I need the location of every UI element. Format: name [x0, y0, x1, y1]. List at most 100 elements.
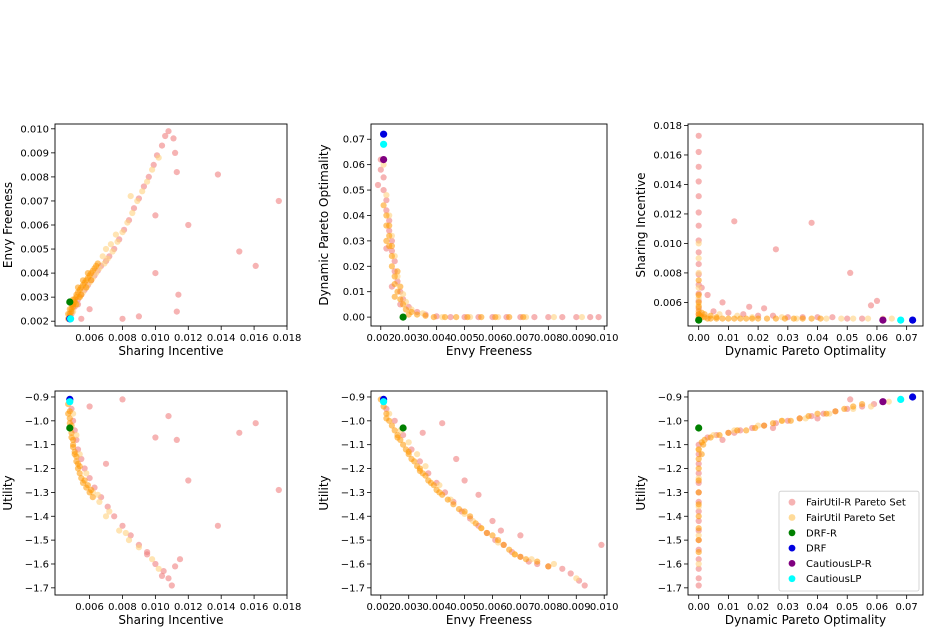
axes-frame: [687, 123, 924, 327]
y-tick-label: 0.006: [653, 298, 682, 309]
data-point: [405, 439, 412, 446]
x-tick-label: 0.008: [534, 602, 563, 613]
data-point: [162, 132, 169, 140]
data-point: [695, 291, 702, 299]
data-point: [444, 496, 451, 503]
data-point: [500, 541, 507, 549]
data-point: [130, 205, 138, 212]
marker-cautiouslp-r: [879, 316, 887, 324]
legend-marker: [788, 560, 796, 567]
x-tick-label: 0.008: [108, 333, 137, 344]
data-point: [400, 291, 407, 298]
data-point: [595, 314, 602, 321]
data-point: [414, 311, 421, 318]
data-point: [391, 258, 398, 265]
data-point: [737, 315, 744, 322]
data-point: [135, 544, 142, 551]
data-point: [165, 413, 172, 420]
data-point: [83, 284, 90, 291]
data-point: [405, 448, 412, 455]
data-point: [402, 306, 409, 313]
data-point: [101, 260, 108, 267]
data-point: [841, 405, 848, 412]
data-point: [86, 403, 93, 410]
y-tick-label: −1.2: [658, 464, 682, 475]
data-points: [374, 130, 602, 321]
data-point: [107, 241, 114, 248]
data-point: [386, 217, 393, 224]
data-point: [400, 432, 407, 439]
data-point: [388, 237, 395, 244]
data-point: [71, 448, 78, 455]
data-point: [144, 549, 151, 556]
data-point: [185, 477, 192, 484]
x-tick-label: 0.003: [394, 602, 423, 613]
x-tick-label: 0.016: [240, 602, 269, 613]
data-point: [275, 486, 282, 494]
data-point: [772, 315, 780, 322]
data-point: [102, 245, 110, 253]
x-tick-label: 0.06: [866, 602, 888, 613]
data-point: [236, 429, 243, 436]
legend-marker: [788, 529, 796, 537]
data-point: [172, 563, 179, 570]
data-point: [155, 154, 162, 161]
data-point: [517, 532, 524, 539]
data-point: [559, 314, 566, 321]
data-point: [725, 309, 732, 316]
data-point: [73, 453, 80, 460]
data-point: [152, 212, 159, 219]
y-tick-label: −0.9: [25, 392, 49, 403]
data-points: [695, 393, 917, 589]
data-point: [74, 284, 82, 291]
data-point: [823, 315, 830, 322]
data-point: [847, 269, 854, 276]
data-point: [573, 314, 580, 321]
y-tick-label: −1.2: [25, 464, 49, 475]
data-point: [400, 441, 407, 448]
data-point: [808, 219, 815, 226]
legend: FairUtil-R Pareto Set FairUtil Pareto Set…: [778, 490, 920, 592]
data-point: [725, 429, 732, 436]
data-point: [73, 301, 80, 308]
y-tick-label: 0.02: [343, 262, 365, 273]
data-point: [119, 522, 126, 529]
data-point: [475, 491, 482, 498]
data-point: [275, 197, 282, 205]
y-tick-label: −1.1: [341, 440, 365, 451]
data-point: [695, 193, 702, 200]
data-point: [380, 187, 387, 194]
data-point: [695, 460, 702, 467]
data-point: [422, 472, 429, 479]
y-tick-label: −0.9: [341, 392, 365, 403]
data-point: [173, 436, 180, 443]
data-point: [707, 312, 714, 319]
data-point: [867, 302, 875, 309]
data-point: [450, 501, 457, 508]
data-point: [511, 551, 518, 558]
y-tick-label: 0.008: [20, 172, 49, 183]
data-point: [522, 556, 530, 563]
data-point: [86, 306, 93, 313]
legend-marker: [788, 575, 796, 583]
data-point: [383, 212, 390, 219]
x-tick-label: 0.006: [478, 602, 507, 613]
data-point: [769, 420, 777, 427]
data-point: [550, 314, 558, 321]
data-point: [436, 482, 443, 489]
data-point: [84, 482, 91, 489]
data-point: [380, 161, 387, 168]
y-tick-label: 0.07: [343, 135, 365, 146]
data-point: [391, 273, 398, 280]
x-axis-label: Dynamic Pareto Optimality: [725, 344, 886, 358]
data-point: [125, 537, 133, 544]
data-point: [752, 424, 759, 432]
y-axis-label: Sharing Incentive: [634, 172, 648, 277]
y-tick-label: −1.0: [341, 416, 365, 427]
data-point: [598, 541, 605, 549]
data-point: [695, 261, 702, 268]
data-point: [81, 465, 88, 472]
data-point: [545, 563, 552, 570]
y-tick-label: 0.00: [343, 313, 365, 324]
data-point: [397, 283, 404, 290]
